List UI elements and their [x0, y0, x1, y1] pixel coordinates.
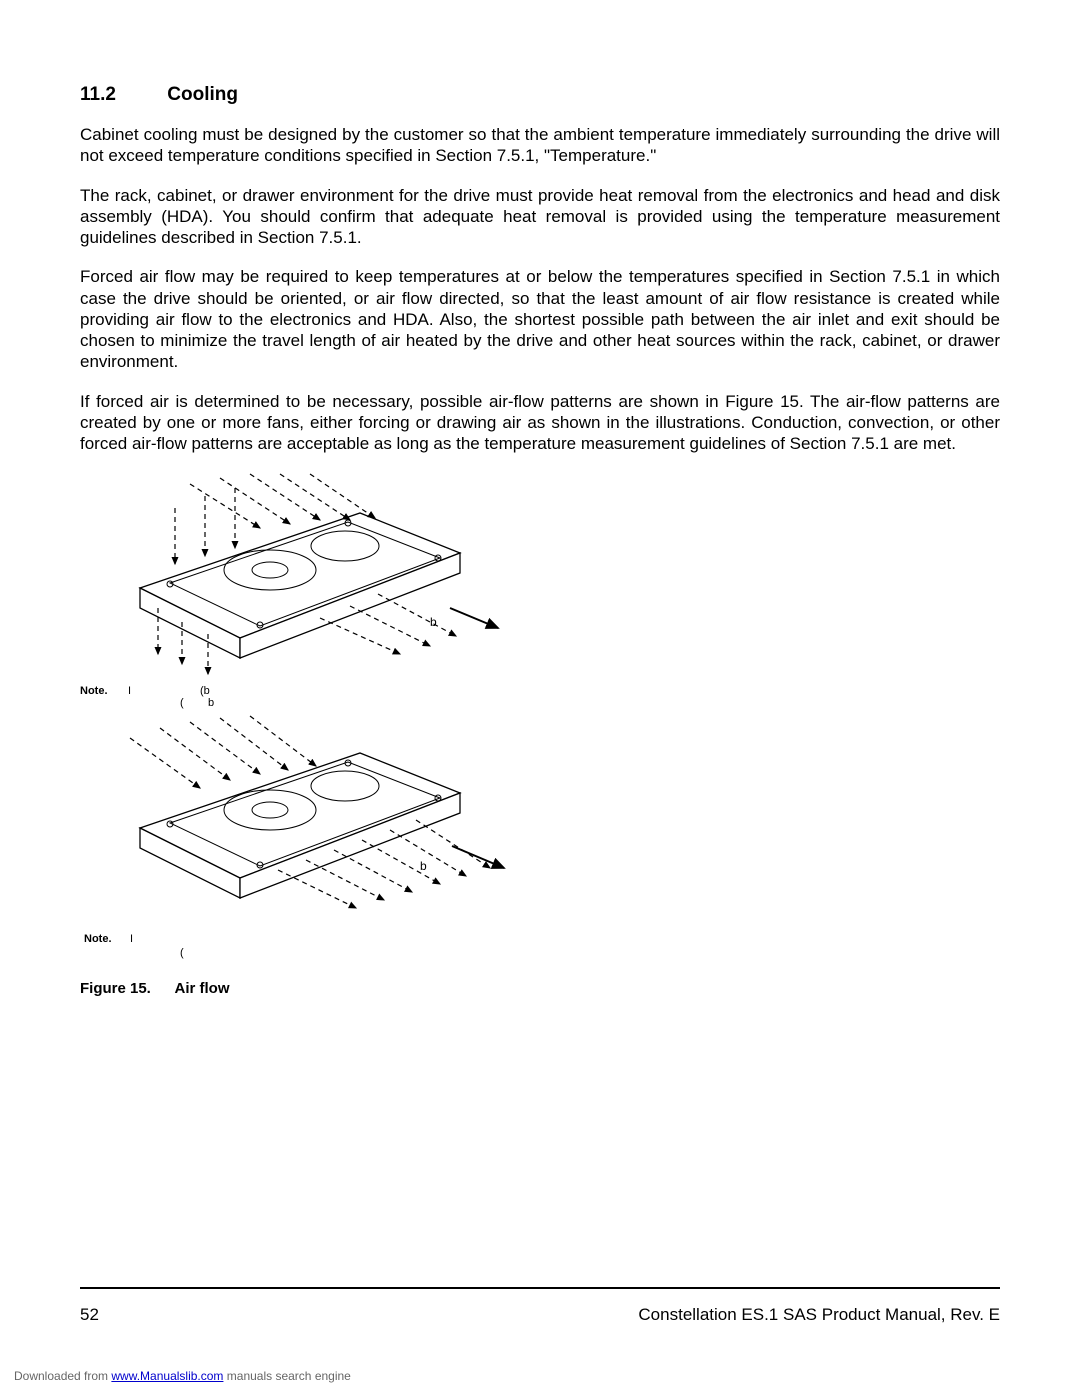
- svg-text:(: (: [180, 947, 184, 959]
- download-attribution: Downloaded from www.Manualslib.com manua…: [14, 1369, 351, 1383]
- document-page: 11.2 Cooling Cabinet cooling must be des…: [0, 0, 1080, 1397]
- svg-text:Note.: Note.: [80, 685, 108, 697]
- section-title: Cooling: [167, 84, 238, 105]
- doc-title: Constellation ES.1 SAS Product Manual, R…: [638, 1305, 1000, 1325]
- svg-text:I: I: [128, 685, 131, 697]
- airflow-diagram: b Note. I (b b (: [80, 472, 540, 972]
- paragraph-2: The rack, cabinet, or drawer environment…: [80, 185, 1000, 249]
- paragraph-3: Forced air flow may be required to keep …: [80, 266, 1000, 372]
- download-link[interactable]: www.Manualslib.com: [111, 1369, 223, 1383]
- page-footer: 52 Constellation ES.1 SAS Product Manual…: [80, 1305, 1000, 1325]
- footer-rule: [80, 1287, 1000, 1289]
- svg-text:(: (: [180, 697, 184, 709]
- figure-title: Air flow: [174, 980, 229, 997]
- figure-caption: Figure 15. Air flow: [80, 980, 1000, 997]
- paragraph-4: If forced air is determined to be necess…: [80, 391, 1000, 455]
- figure-number: Figure 15.: [80, 980, 151, 997]
- upper-label-b: b: [430, 615, 437, 629]
- svg-text:I: I: [130, 933, 133, 945]
- download-prefix: Downloaded from: [14, 1369, 111, 1383]
- download-suffix: manuals search engine: [223, 1369, 350, 1383]
- section-number: 11.2: [80, 84, 162, 106]
- lower-label-b: b: [420, 859, 427, 873]
- svg-text:(b: (b: [200, 685, 210, 697]
- lower-drive: b: [130, 716, 504, 908]
- paragraph-1: Cabinet cooling must be designed by the …: [80, 124, 1000, 167]
- svg-text:b: b: [208, 697, 214, 709]
- page-number: 52: [80, 1305, 99, 1325]
- upper-drive: b: [140, 474, 498, 674]
- svg-text:Note.: Note.: [84, 933, 112, 945]
- section-heading: 11.2 Cooling: [80, 84, 1000, 106]
- figure-15: b Note. I (b b (: [80, 472, 1000, 997]
